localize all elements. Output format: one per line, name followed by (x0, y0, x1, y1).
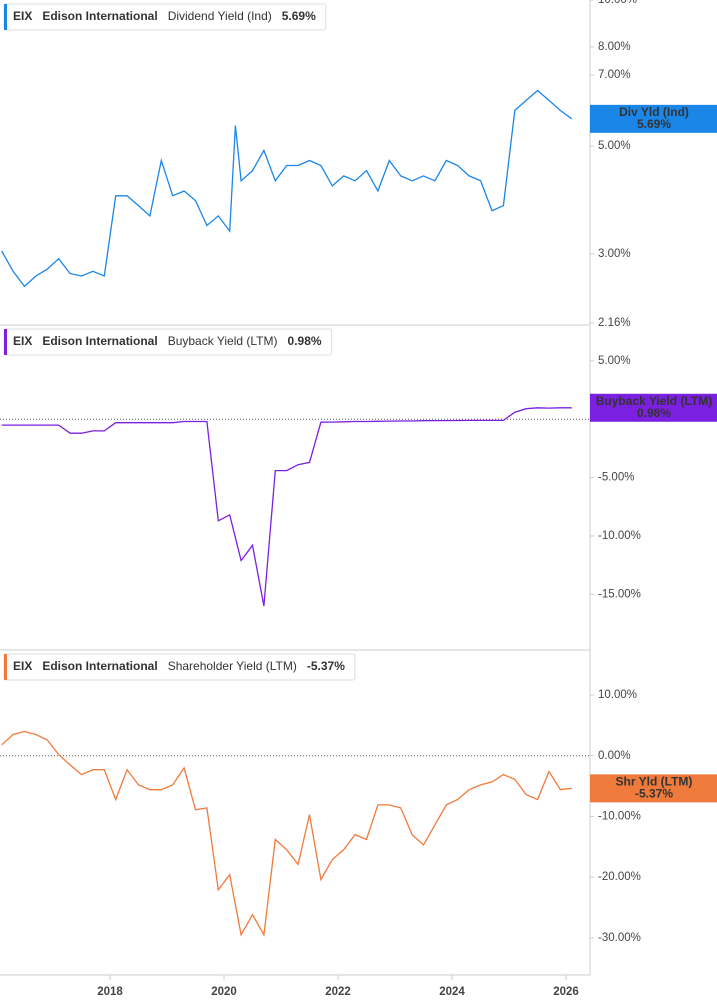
x-tick-label: 2020 (211, 986, 237, 998)
y-tick-label: -10.00% (598, 530, 641, 542)
value-tag-value: 0.98% (637, 406, 671, 420)
legend-company: Edison International (42, 659, 157, 673)
legend-swatch (4, 4, 7, 30)
y-tick-label: -20.00% (598, 871, 641, 883)
legend-last-value: 0.98% (288, 334, 322, 348)
y-tick-label: -10.00% (598, 810, 641, 822)
data-line (1, 89, 573, 288)
legend-swatch (4, 654, 7, 680)
value-tag-name: Buyback Yield (LTM) (596, 394, 712, 408)
legend-last-value: -5.37% (307, 659, 345, 673)
y-tick-label: 5.00% (598, 355, 631, 367)
value-tag (590, 393, 717, 422)
y-tick-label: 3.00% (598, 248, 631, 260)
y-tick-label: 10.00% (598, 689, 637, 701)
value-tag-value: -5.37% (635, 787, 673, 801)
legend-ticker: EIX (13, 659, 32, 673)
legend-series-name: Buyback Yield (LTM) (168, 334, 278, 348)
y-tick-label: 0.00% (598, 750, 631, 762)
value-tag (590, 774, 717, 803)
y-tick-label: 8.00% (598, 41, 631, 53)
legend-swatch (4, 329, 7, 355)
y-tick-label: 7.00% (598, 69, 631, 81)
legend: EIX Edison International Dividend Yield (I… (3, 3, 327, 31)
value-tag-name: Shr Yld (LTM) (616, 775, 693, 789)
data-line (1, 407, 572, 607)
value-tag-name: Div Yld (Ind) (619, 105, 689, 119)
legend-ticker: EIX (13, 334, 32, 348)
value-tag-value: 5.69% (637, 117, 671, 131)
legend: EIX Edison International Buyback Yield (LT… (3, 328, 333, 356)
legend-series-name: Dividend Yield (Ind) (168, 9, 272, 23)
x-tick-label: 2018 (97, 986, 123, 998)
legend-series-name: Shareholder Yield (LTM) (168, 659, 297, 673)
y-tick-label: 5.00% (598, 140, 631, 152)
legend-company: Edison International (42, 334, 157, 348)
x-tick-label: 2024 (439, 986, 465, 998)
y-tick-label: -30.00% (598, 932, 641, 944)
x-tick-label: 2026 (553, 986, 579, 998)
legend-last-value: 5.69% (282, 9, 316, 23)
y-tick-label: -5.00% (598, 472, 634, 484)
legend-ticker: EIX (13, 9, 32, 23)
value-tag (590, 104, 717, 133)
y-tick-label: -15.00% (598, 588, 641, 600)
y-tick-label: 2.16% (598, 317, 631, 329)
y-tick-label: 10.00% (598, 0, 637, 6)
legend-company: Edison International (42, 9, 157, 23)
x-tick-label: 2022 (325, 986, 351, 998)
data-line (1, 730, 572, 937)
legend: EIX Edison International Shareholder Yield… (3, 653, 356, 681)
